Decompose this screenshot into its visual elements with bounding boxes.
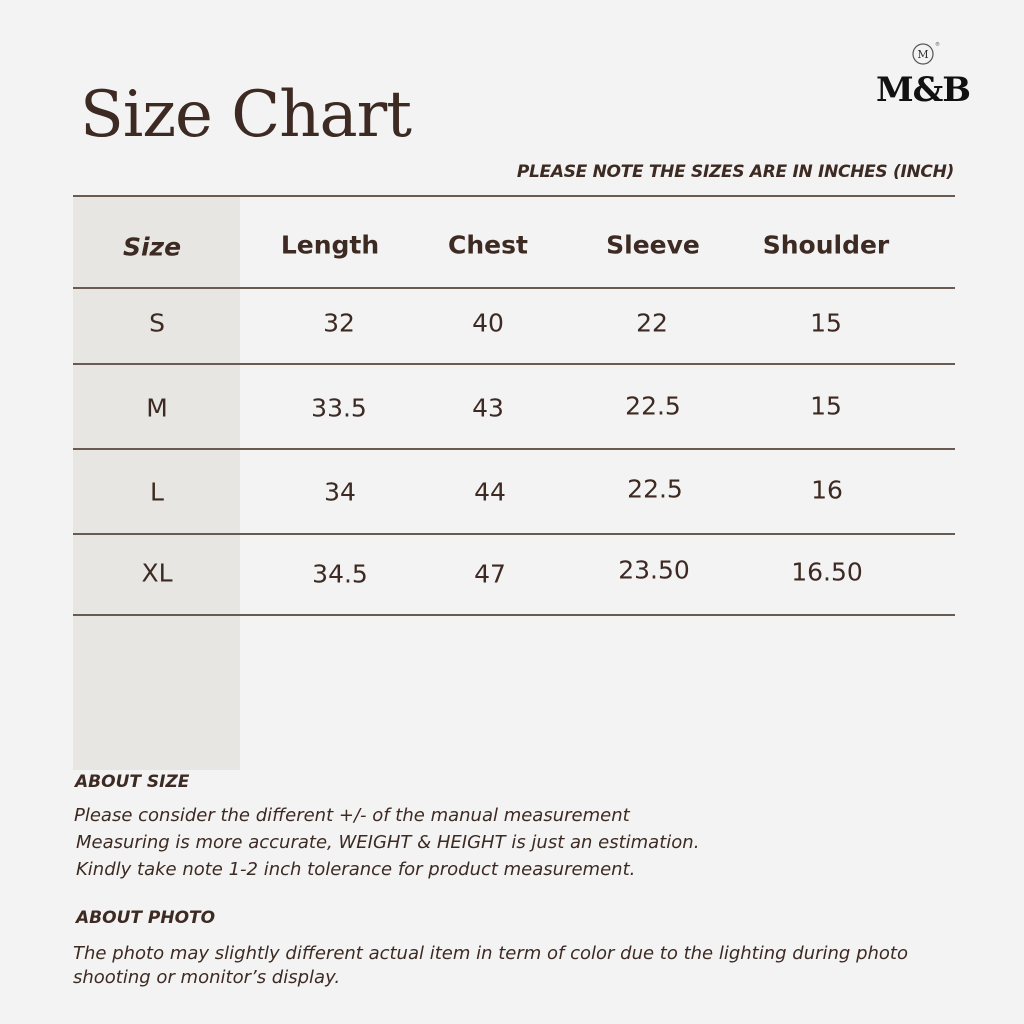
cell-sleeve: 22.5 [625,391,681,421]
size-column-background [73,196,240,770]
header-size: Size [122,232,182,262]
cell-length: 32 [323,308,355,338]
cell-size: M [146,393,168,423]
cell-length: 34 [324,477,356,507]
cell-chest: 44 [474,477,506,507]
svg-text:®: ® [935,41,940,48]
header-rule [73,287,955,289]
row-rule [73,448,955,450]
cell-sleeve: 23.50 [618,555,690,585]
about-photo-line: shooting or monitor’s display. [73,967,341,988]
about-photo-line: The photo may slightly different actual … [73,943,908,964]
header-length: Length [280,230,380,260]
cell-shoulder: 15 [810,308,842,338]
header-chest: Chest [448,230,528,260]
cell-length: 34.5 [312,559,368,589]
about-photo-heading: ABOUT PHOTO [76,908,216,928]
table-top-rule [73,195,955,197]
header-sleeve: Sleeve [606,230,700,260]
cell-size: S [149,308,165,338]
cell-chest: 43 [472,393,504,423]
about-size-heading: ABOUT SIZE [75,772,190,792]
about-size-line: Please consider the different +/- of the… [74,805,630,826]
cell-shoulder: 15 [810,391,842,421]
cell-chest: 47 [474,559,506,589]
row-rule [73,533,955,535]
brand-emblem-icon: M ® [912,41,940,65]
cell-shoulder: 16.50 [791,557,863,587]
header-shoulder: Shoulder [762,230,890,260]
row-rule [73,363,955,365]
about-size-line: Measuring is more accurate, WEIGHT & HEI… [76,832,700,853]
svg-text:M: M [917,48,928,61]
page-title: Size Chart [80,78,412,152]
cell-sleeve: 22 [636,308,668,338]
brand-logo: M&B [875,70,971,110]
cell-size: L [150,477,164,507]
cell-chest: 40 [472,308,504,338]
cell-length: 33.5 [311,393,367,423]
cell-size: XL [141,558,173,588]
units-note: PLEASE NOTE THE SIZES ARE IN INCHES (INC… [516,162,954,182]
table-bottom-rule [73,614,955,616]
about-size-line: Kindly take note 1-2 inch tolerance for … [76,859,636,880]
cell-sleeve: 22.5 [627,474,683,504]
cell-shoulder: 16 [811,475,843,505]
